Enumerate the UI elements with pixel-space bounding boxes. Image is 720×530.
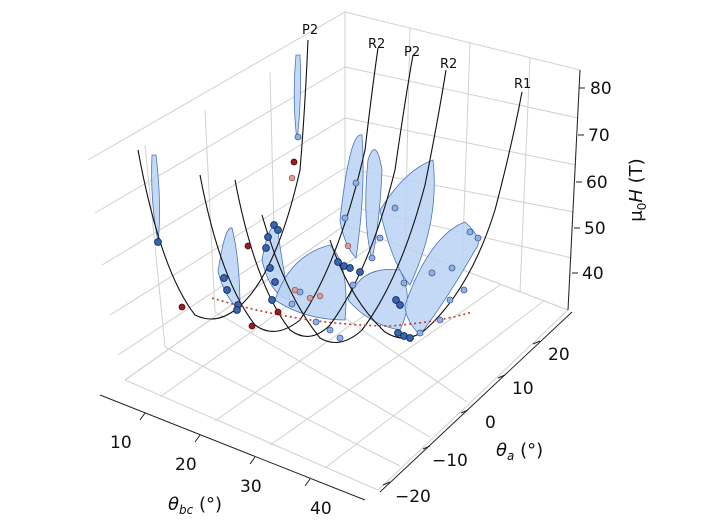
z-tick: 80 xyxy=(590,79,612,99)
x-tick: 30 xyxy=(240,477,262,497)
y-axis-label: θa (°) xyxy=(496,440,543,463)
curve-label-5: R1 xyxy=(514,77,531,92)
curve-4 xyxy=(261,69,447,344)
curve-3 xyxy=(234,54,414,337)
x-tick: 40 xyxy=(310,499,332,519)
y-axis: −20 −10 0 10 20 θa (°) xyxy=(379,311,573,507)
x-tick: 20 xyxy=(175,455,197,475)
y-tick: 20 xyxy=(548,345,570,365)
curve-2 xyxy=(199,47,379,332)
curve-label-2: R2 xyxy=(368,37,385,52)
light-blue-points xyxy=(288,133,482,342)
x-axis-label: θbc (°) xyxy=(168,494,222,517)
curve-label-4: R2 xyxy=(440,57,457,72)
z-tick: 40 xyxy=(582,264,604,284)
y-tick: −20 xyxy=(395,487,431,507)
blue-points xyxy=(154,221,414,342)
z-tick: 60 xyxy=(586,173,608,193)
pink-points xyxy=(288,174,352,302)
curve-label-3: P2 xyxy=(404,45,420,60)
z-axis: 80 70 60 50 40 μ0H (T) xyxy=(567,69,649,311)
x-axis: 10 20 30 40 θbc (°) xyxy=(99,394,366,519)
filled-regions xyxy=(151,54,479,336)
z-axis-label: μ0H (T) xyxy=(626,158,649,221)
z-tick: 50 xyxy=(584,219,606,239)
z-tick: 70 xyxy=(588,126,610,146)
x-tick: 10 xyxy=(110,433,132,453)
y-tick: −10 xyxy=(432,451,468,471)
curve-label-1: P2 xyxy=(302,23,318,38)
y-tick: 10 xyxy=(512,379,534,399)
y-tick: 0 xyxy=(485,413,496,433)
red-points xyxy=(178,158,298,330)
curve-5 xyxy=(329,91,523,339)
